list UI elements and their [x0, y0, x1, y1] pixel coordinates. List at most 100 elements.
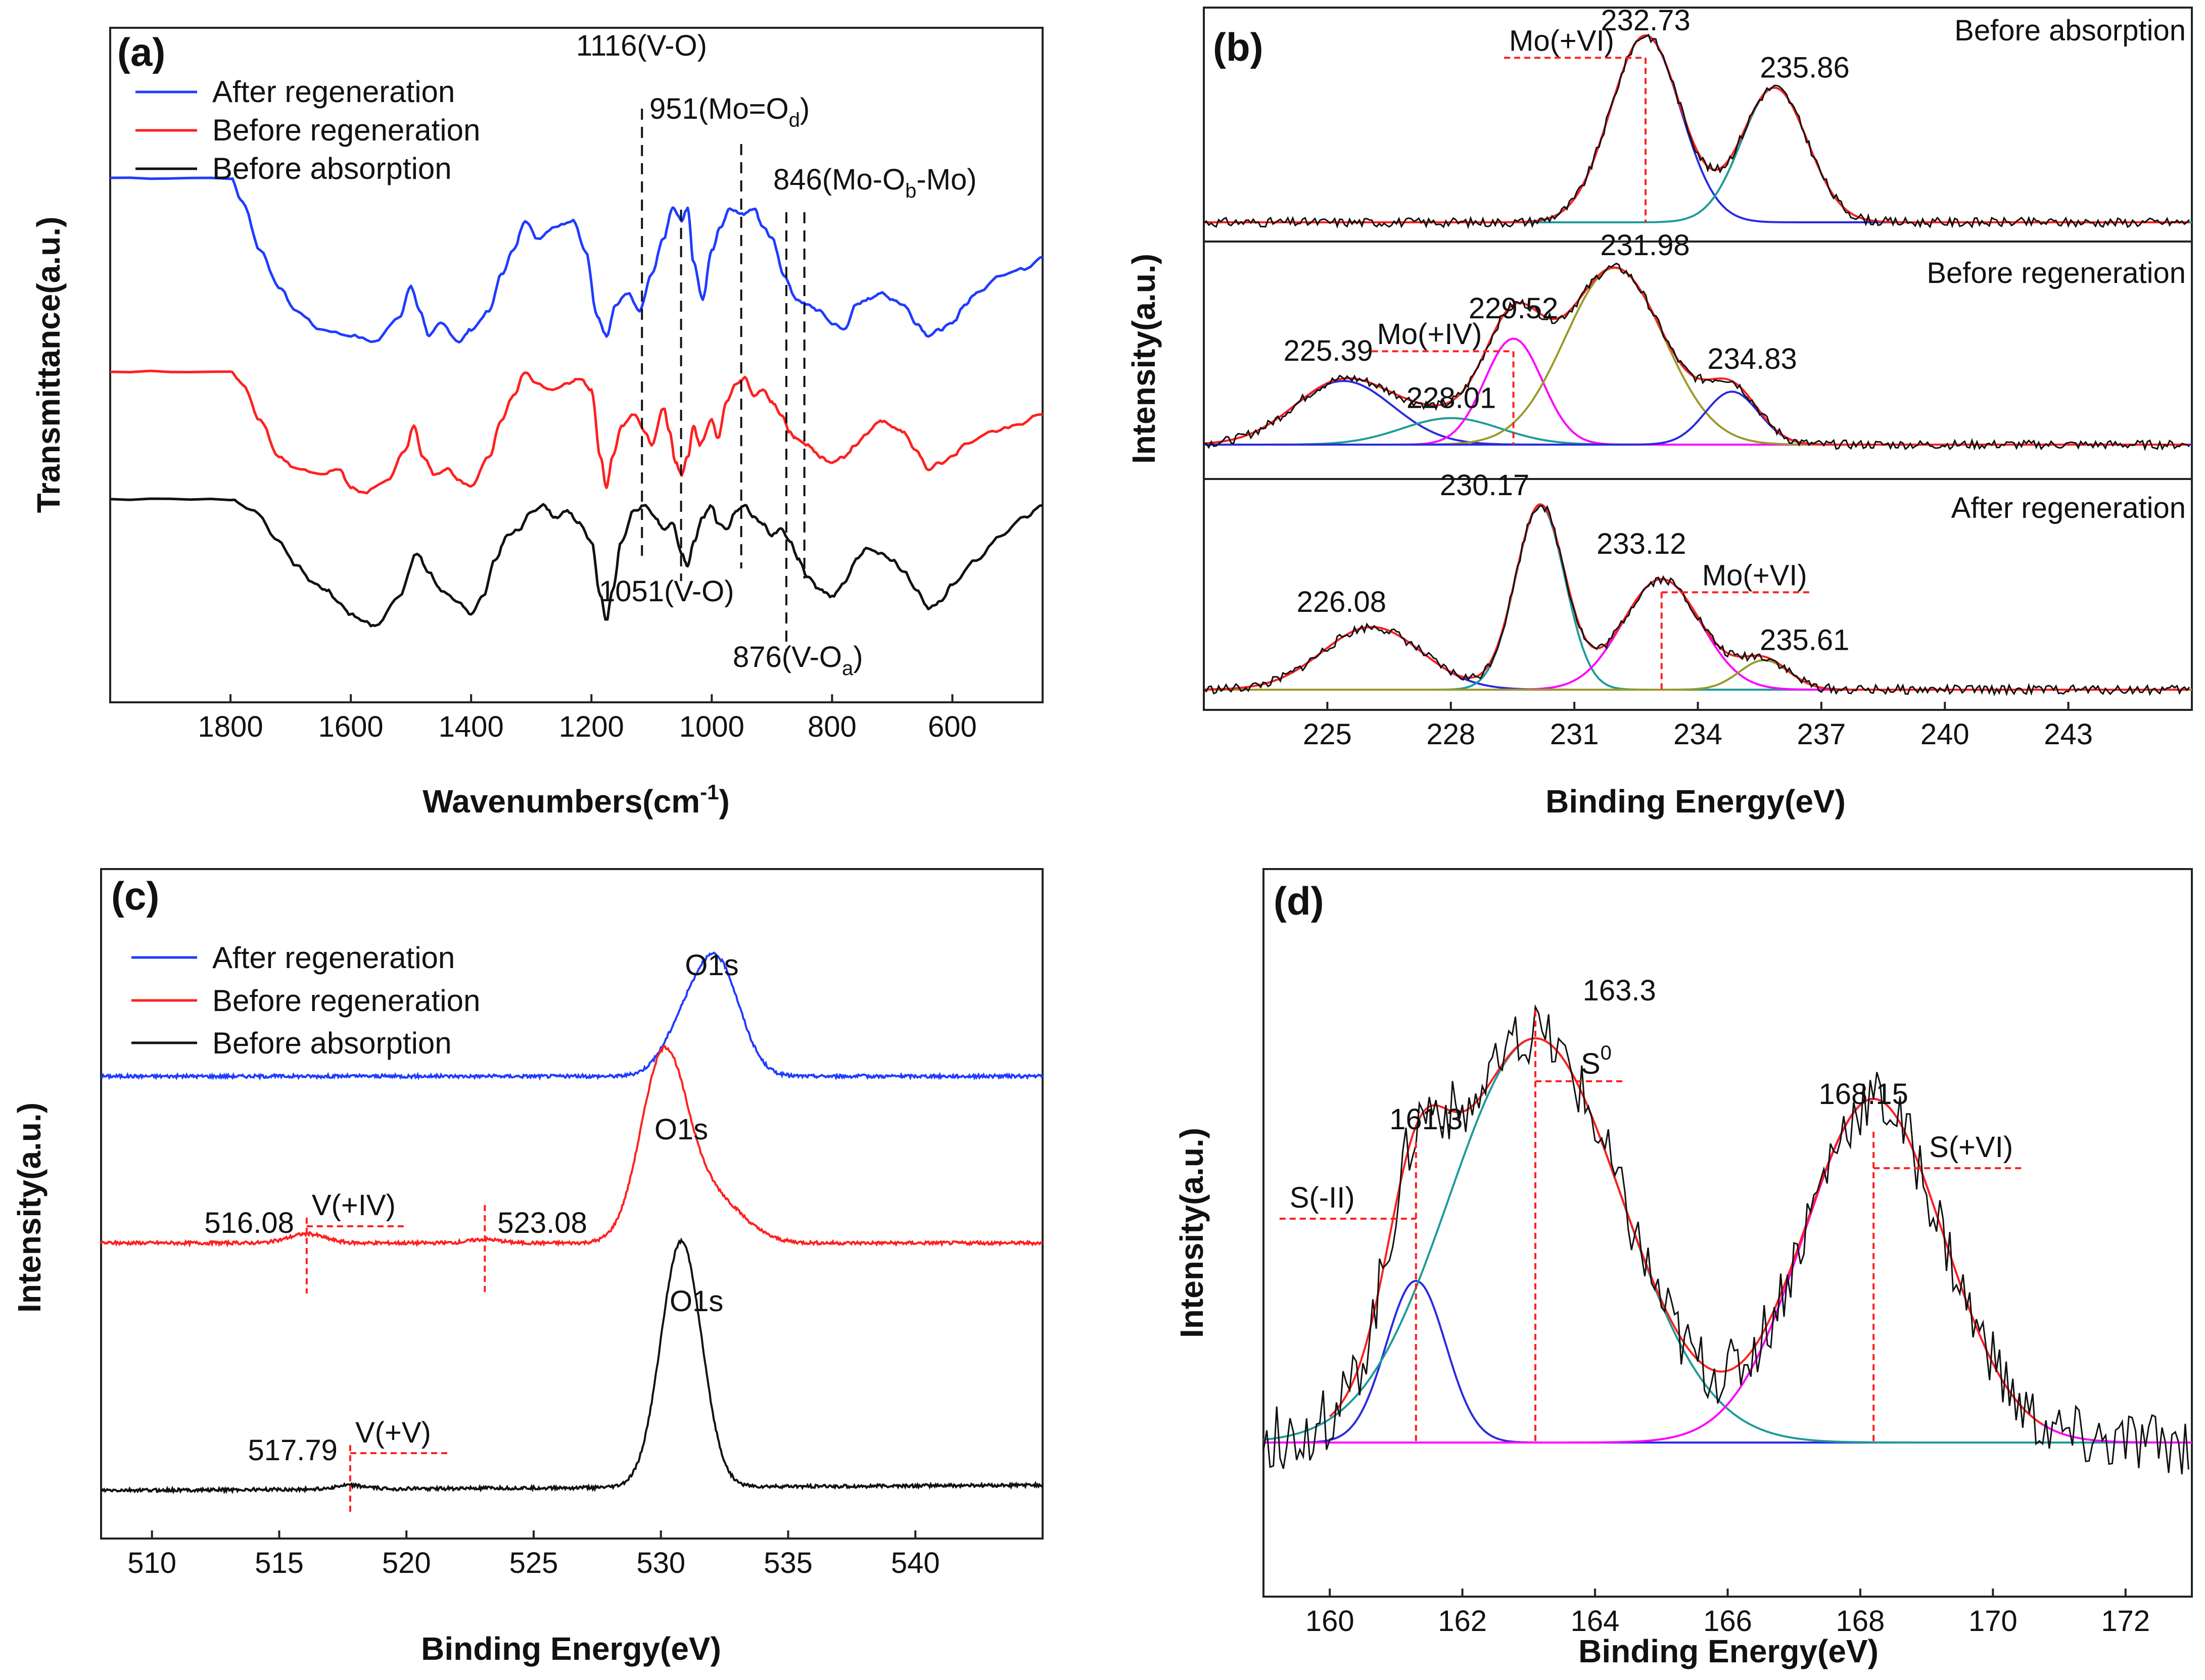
panel-c-label: (c)	[111, 874, 159, 918]
panel-c: (c) 510 515 520 525 530 535 540 O1s O1s O1s 516.0…	[11, 868, 1044, 1667]
panel-a-ylabel: Transmittance(a.u.)	[30, 217, 67, 513]
annot-1116: 1116(V-O)	[576, 29, 707, 62]
series-before-absorption	[110, 497, 1043, 628]
panel-d-tick-label-162: 162	[1438, 1605, 1487, 1638]
panel-b-tick-label-228: 228	[1426, 718, 1475, 751]
panel-c-tick-label-535: 535	[764, 1547, 813, 1579]
b2-raw-data	[1203, 505, 2190, 697]
annot-876: 876(V-Oa)	[733, 641, 863, 680]
panel-b-ylabel: Intensity(a.u.)	[1125, 254, 1162, 464]
b2-peak-label-230.17: 230.17	[1440, 469, 1529, 502]
panel-b-tick-label-237: 237	[1797, 718, 1846, 751]
panel-d-xlabel: Binding Energy(eV)	[1578, 1633, 1879, 1669]
panel-d-ylabel: Intensity(a.u.)	[1174, 1128, 1210, 1338]
annot-846: 846(Mo-Ob-Mo)	[773, 163, 977, 202]
d-label-s-vi: S(+VI)	[1929, 1131, 2013, 1164]
b0-peak-label-232.73: 232.73	[1601, 4, 1690, 37]
panel-b-title-after-regeneration: After regeneration	[1951, 492, 2186, 524]
panel-d-annotations: S(-II) 161.3 S0 163.3 S(+VI) 168.15	[1279, 974, 2026, 1443]
panel-c-xlabel: Binding Energy(eV)	[421, 1630, 721, 1667]
b2-peak-label-233.12: 233.12	[1597, 527, 1686, 560]
panel-c-frame	[100, 868, 1044, 1540]
panel-c-legend: After regeneration Before regeneration B…	[131, 941, 480, 1060]
panel-c-tick-label-530: 530	[636, 1547, 685, 1579]
panel-b-xlabel: Binding Energy(eV)	[1545, 783, 1846, 820]
d-envelope	[1329, 1037, 2043, 1426]
panel-c-tick-label-515: 515	[255, 1547, 304, 1579]
panel-a: (a) 1800 1600 1400 1200 1000 800 600 After reg…	[30, 27, 1044, 820]
panel-a-tick-label-1000: 1000	[679, 710, 744, 743]
panel-a-legend: After regeneration Before regeneration B…	[135, 75, 480, 185]
b1-raw-data	[1203, 262, 2190, 452]
panel-c-x-ticks: 510 515 520 525 530 535 540	[127, 1530, 940, 1579]
panel-d-label: (d)	[1274, 879, 1324, 923]
panel-a-tick-label-800: 800	[808, 710, 857, 743]
panel-d-tick-label-170: 170	[1968, 1605, 2018, 1638]
panel-d-tick-label-164: 164	[1571, 1605, 1620, 1638]
panel-c-tick-label-520: 520	[382, 1547, 431, 1579]
panel-a-tick-label-1600: 1600	[318, 710, 384, 743]
panel-a-tick-label-1200: 1200	[559, 710, 624, 743]
panel-b-series	[1203, 33, 2192, 697]
series-after-regeneration	[110, 176, 1043, 344]
legend-c-before-absorption: Before absorption	[212, 1026, 452, 1060]
legend-c-after-regeneration: After regeneration	[212, 941, 455, 975]
b1-peak-label-228.01: 228.01	[1406, 382, 1496, 415]
panel-b-x-ticks: 225 228 231 234 237 240 243	[1303, 702, 2093, 751]
annot-951: 951(Mo=Od)	[649, 92, 810, 131]
panel-b-tick-label-225: 225	[1303, 718, 1352, 751]
panel-b-tick-label-231: 231	[1550, 718, 1599, 751]
panel-d-tick-label-168: 168	[1836, 1605, 1885, 1638]
c-o1s-before-regeneration: O1s	[654, 1113, 708, 1146]
panel-a-x-ticks: 1800 1600 1400 1200 1000 800 600	[198, 694, 977, 743]
panel-a-tick-label-1400: 1400	[439, 710, 504, 743]
panel-b-label: (b)	[1213, 25, 1263, 69]
b2-state-label-0: Mo(+VI)	[1702, 559, 1807, 592]
d-label-s-ii: S(-II)	[1290, 1181, 1355, 1214]
b1-peak-label-229.52: 229.52	[1469, 292, 1558, 325]
c-label-523: 523.08	[497, 1207, 587, 1239]
c-series-before-regeneration	[100, 1044, 1043, 1248]
b2-peak-label-235.61: 235.61	[1760, 624, 1849, 657]
c-label-vV: V(+V)	[355, 1416, 431, 1449]
panel-c-annotations: O1s O1s O1s 516.08 V(+IV) 523.08 517.79 V(+V)	[204, 949, 739, 1516]
panel-c-tick-label-510: 510	[127, 1547, 176, 1579]
panel-a-tick-label-600: 600	[928, 710, 977, 743]
legend-after-regeneration: After regeneration	[212, 75, 455, 109]
panel-a-reference-lines	[641, 109, 806, 652]
b0-state-label-0: Mo(+VI)	[1509, 24, 1614, 57]
d-label-s0-sup: 0	[1601, 1042, 1612, 1064]
b1-peak-label-234.83: 234.83	[1707, 343, 1797, 375]
panel-b-title-before-regeneration: Before regeneration	[1927, 257, 2186, 290]
b1-peak-label-231.98: 231.98	[1600, 229, 1690, 262]
panel-c-tick-label-540: 540	[891, 1547, 940, 1579]
panel-d-tick-label-166: 166	[1703, 1605, 1752, 1638]
legend-before-regeneration: Before regeneration	[212, 113, 480, 147]
panel-d-series	[1262, 1004, 2192, 1475]
d-label-163: 163.3	[1583, 974, 1656, 1007]
c-label-vIV: V(+IV)	[312, 1189, 396, 1222]
panel-d-tick-label-172: 172	[2101, 1605, 2150, 1638]
panel-b-annotations: 232.73 235.86 Mo(+VI) 225.39 228.01 229.52 231…	[1283, 4, 1850, 690]
panel-d: (d) 160 162 164 166 168 170 172 S(-II) 161.3 S0 1…	[1174, 868, 2193, 1669]
d-raw-data	[1262, 1004, 2189, 1475]
b2-envelope	[1203, 503, 2190, 691]
b2-peak-label-226.08: 226.08	[1297, 586, 1386, 618]
series-before-regeneration	[110, 369, 1043, 495]
c-o1s-before-absorption: O1s	[670, 1285, 723, 1318]
d-label-161: 161.3	[1389, 1103, 1463, 1136]
panel-a-series	[110, 176, 1043, 628]
panel-b-tick-label-243: 243	[2044, 718, 2093, 751]
panel-c-series	[100, 951, 1044, 1495]
c-label-516: 516.08	[204, 1207, 294, 1239]
panel-b: (b) 225 228 231 234 237 240 243 232.73 235.86 Mo…	[1125, 4, 2193, 820]
c-o1s-after-regeneration: O1s	[685, 949, 738, 982]
panel-d-x-ticks: 160 162 164 166 168 170 172	[1305, 1589, 2150, 1638]
c-label-517: 517.79	[248, 1434, 338, 1467]
c-series-after-regeneration	[101, 951, 1044, 1081]
panel-b-tick-label-234: 234	[1673, 718, 1722, 751]
legend-c-before-regeneration: Before regeneration	[212, 984, 480, 1018]
panel-a-frame	[109, 27, 1044, 703]
d-label-168: 168.15	[1818, 1078, 1908, 1111]
